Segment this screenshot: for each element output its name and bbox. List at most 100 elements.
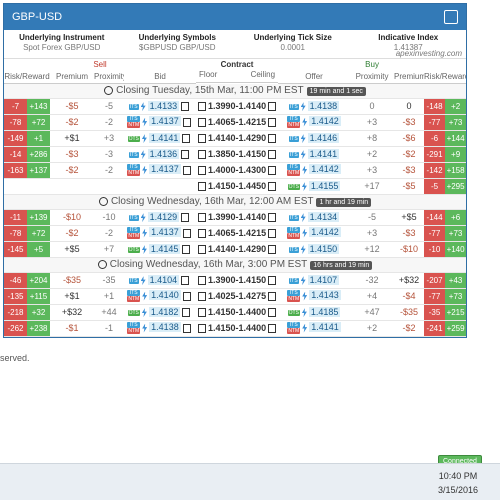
cell: ITS NTM 1.4140 [124, 288, 197, 305]
chart-icon [268, 118, 277, 128]
pen-icon [182, 165, 191, 175]
status-badge: ITS [127, 116, 141, 122]
cell: 1.4140-1.4290 [196, 241, 279, 258]
status-badge: ITS [288, 103, 299, 110]
contract: 1.4025-1.4275 [208, 290, 267, 301]
cell: -32 [350, 272, 395, 289]
group-header: Sell Contract Buy [4, 59, 466, 70]
cell: -35 [94, 272, 124, 289]
cell: -5 +295 [424, 178, 467, 195]
badge-group: OTS [287, 309, 300, 316]
bid: 1.4136 [147, 148, 180, 159]
sell-premium: +$1 [64, 291, 80, 301]
badge-group: ITS NTM [287, 290, 301, 302]
cell: -$5 [394, 178, 425, 195]
badge-group: OTS [127, 135, 140, 142]
cell: -$10 [394, 241, 425, 258]
contract: 1.4065-1.4215 [208, 116, 267, 127]
cell [94, 178, 124, 195]
cell: -6 +144 [424, 130, 467, 147]
pen-icon [181, 102, 190, 112]
risk: -14 [4, 146, 27, 161]
cell: -3 [94, 146, 124, 163]
reward: +73 [445, 225, 467, 240]
cell: +$32 [50, 304, 94, 321]
badge-group: ITS [288, 214, 299, 221]
sell-premium: +$1 [64, 133, 80, 143]
copy-icon [198, 102, 207, 112]
cell: -$4 [394, 288, 425, 305]
cell: ITS NTM 1.4142 [278, 225, 351, 242]
risk-reward: -218 +32 [4, 304, 50, 319]
bolt-icon [302, 323, 308, 333]
reward: +238 [27, 320, 50, 335]
cell: -$2 [394, 146, 425, 163]
status-badge: ITS [288, 151, 299, 158]
cell: 1.4000-1.4300 [196, 162, 279, 179]
section-header: Closing Tuesday, 15th Mar, 11:00 PM EST 1… [4, 83, 467, 99]
risk-reward: -77 +73 [424, 114, 467, 129]
badge-group: ITS [288, 135, 299, 142]
cell: -$3 [50, 146, 94, 163]
info-item: Underlying Symbols $GBPUSD GBP/USD [120, 30, 236, 58]
cell: +$5 [50, 241, 94, 258]
cell: -$2 [50, 114, 94, 131]
cell: +$5 [394, 209, 425, 226]
risk: -145 [4, 241, 27, 256]
cell: +44 [94, 304, 124, 321]
cell: ITS 1.4104 [124, 272, 197, 289]
cell: -1 [94, 320, 124, 337]
contract-header: Contract [220, 60, 254, 69]
contract: 1.4150-1.4400 [208, 306, 267, 317]
cell: ITS 1.4146 [278, 130, 351, 147]
pen-icon [181, 150, 190, 160]
risk-reward: -163 +137 [4, 162, 50, 177]
cell: -77 +73 [424, 225, 467, 242]
bolt-icon [142, 323, 148, 333]
bolt-icon [300, 150, 306, 160]
chart-icon [268, 182, 277, 192]
status-badge: NTM [127, 233, 141, 239]
countdown: 1 hr and 19 min [316, 198, 372, 207]
cell: OTS 1.4155 [278, 178, 351, 195]
sell-proximity: -35 [102, 275, 116, 285]
panel-header: GBP-USD [4, 4, 466, 30]
quote-row: -218 +32 +$32 +44 OTS 1.4182 1.4150-1.4400 OTS 1… [4, 304, 467, 321]
risk: -77 [424, 114, 446, 129]
column-label: Risk/Reward [424, 70, 467, 84]
info-item: Underlying Instrument Spot Forex GBP/USD [4, 30, 120, 58]
bolt-icon [141, 245, 147, 255]
expand-button[interactable] [444, 10, 458, 24]
buy-proximity: +47 [364, 307, 380, 317]
contract: 1.3990-1.4140 [208, 211, 267, 222]
offer: 1.4142 [309, 227, 341, 238]
status-badge: ITS [287, 322, 301, 328]
pen-icon [181, 276, 190, 286]
risk-reward: -148 +2 [424, 98, 467, 113]
quote-table: Sell Contract Buy Risk/Reward Premium Prox… [4, 59, 467, 337]
chart-icon [268, 292, 277, 302]
risk-reward: -7 +143 [4, 98, 50, 113]
bolt-icon [142, 165, 148, 175]
footer-text: served. [0, 353, 30, 363]
buy-header: Buy [365, 60, 379, 69]
risk: -10 [424, 241, 446, 256]
buy-premium: -$2 [402, 323, 416, 333]
reward: +1 [27, 130, 50, 145]
cell: +8 [350, 130, 395, 147]
reward: +5 [27, 241, 50, 256]
status-badge: OTS [127, 246, 140, 253]
closing-time: Closing Wednesday, 16th Mar, 3:00 PM EST [109, 259, 308, 270]
clock-time: 10:40 PM [438, 471, 478, 481]
sell-proximity: -5 [104, 101, 113, 111]
buy-premium: -$35 [400, 307, 419, 317]
sell-proximity: -2 [104, 165, 113, 175]
bolt-icon [302, 291, 308, 301]
sell-premium: -$2 [65, 228, 79, 238]
cell: -78 +72 [4, 225, 50, 242]
risk: -77 [424, 288, 446, 303]
reward: +72 [27, 114, 50, 129]
cell: -77 +73 [424, 288, 467, 305]
cell: ITS NTM 1.4137 [124, 114, 197, 131]
